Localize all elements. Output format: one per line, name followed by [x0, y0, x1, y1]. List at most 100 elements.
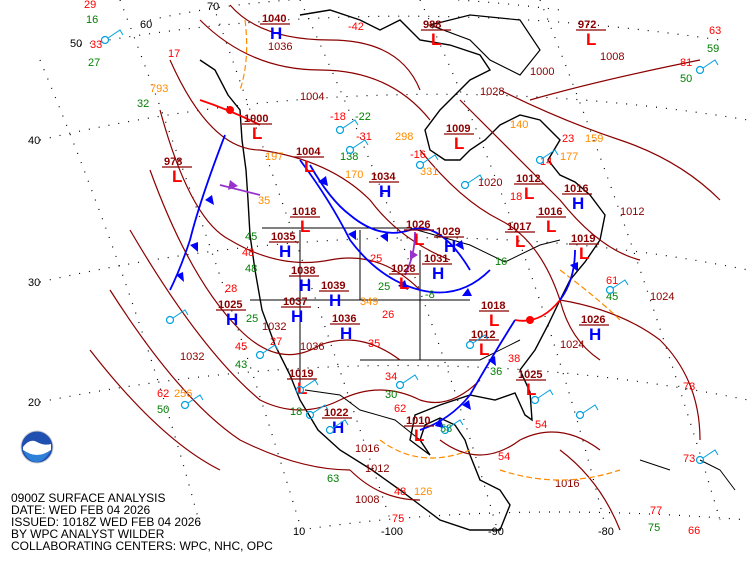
station-dewpoint: 18: [290, 406, 302, 418]
cold-front-symbol: [455, 240, 464, 250]
cold-front: [299, 159, 491, 294]
isobar: [129, 229, 481, 411]
station-temperature: 48: [394, 486, 406, 498]
high-pressure-center-value: 1037: [283, 296, 307, 308]
station-temperature: 73: [683, 453, 695, 465]
wind-barb: [172, 309, 189, 319]
isobar: [439, 431, 601, 456]
station-circle: [295, 385, 305, 395]
high-pressure-center-value: 1034: [371, 171, 396, 183]
station-temperature: 63: [709, 25, 721, 37]
station-pressure_code: 177: [560, 151, 578, 163]
low-pressure-center-symbol: L: [172, 167, 182, 186]
station-temperature: 62: [157, 388, 169, 400]
high-pressure-center-symbol: H: [432, 264, 444, 283]
coastline: [199, 9, 606, 531]
wind-barb: [612, 279, 629, 289]
station-dewpoint: 43: [235, 359, 247, 371]
station-temperature: -42: [348, 21, 364, 33]
high-pressure-center-value: 1031: [424, 253, 448, 265]
low-pressure-center-symbol: L: [454, 134, 464, 153]
longitude-label: -100: [381, 526, 403, 538]
low-pressure-center-value: 1012: [516, 173, 540, 185]
station-dewpoint: 63: [327, 473, 339, 485]
station-circle: [575, 410, 585, 420]
high-pressure-center-value: 1036: [332, 313, 356, 325]
political-border: [262, 227, 561, 263]
trough-line: [379, 439, 471, 459]
low-pressure-center-symbol: L: [414, 426, 424, 445]
high-pressure-center-symbol: H: [291, 307, 303, 326]
station-circle: [395, 380, 405, 390]
isobar: [89, 349, 221, 471]
station-circle: [305, 410, 315, 420]
station-circle: [440, 425, 450, 435]
station-circle: [255, 350, 265, 360]
low-pressure-center-value: 972: [578, 19, 596, 31]
lat-lon-grid-line: [539, 0, 721, 521]
cold-front-symbol: [205, 195, 214, 205]
caption-centers: COLLABORATING CENTERS: WPC, NHC, OPC: [11, 539, 273, 553]
wind-barb: [582, 404, 599, 414]
high-pressure-center-value: 1035: [271, 231, 295, 243]
occluded-front-symbol: [410, 250, 418, 260]
station-pressure_code: 35: [258, 195, 270, 207]
station-circle: [535, 155, 545, 165]
low-pressure-center-symbol: L: [304, 157, 314, 176]
caption-title: 0900Z SURFACE ANALYSIS: [11, 491, 166, 505]
low-pressure-center-value: 978: [164, 156, 182, 168]
station-circle: [415, 160, 425, 170]
warm-front: [514, 299, 561, 322]
cold-front-symbol: [488, 356, 496, 366]
station-dewpoint: 32: [137, 98, 149, 110]
isobar: [169, 59, 451, 261]
station-temperature: 77: [650, 505, 662, 517]
high-pressure-center-symbol: H: [444, 237, 456, 256]
station-temperature: 29: [84, 0, 96, 11]
station-circle: [165, 315, 175, 325]
high-pressure-center-symbol: H: [329, 291, 341, 310]
isobar: [419, 149, 601, 361]
isobar-label: 1036: [268, 41, 292, 53]
station-pressure_code: 298: [395, 131, 413, 143]
isobar-label: 1020: [478, 177, 502, 189]
station-circle: [325, 425, 335, 435]
station-circle: [460, 180, 470, 190]
station-temperature: 61: [606, 275, 618, 287]
station-pressure_code: 170: [345, 169, 363, 181]
isobar: [529, 59, 701, 101]
wind-barb: [402, 374, 419, 384]
high-pressure-center-symbol: H: [340, 324, 352, 343]
station-dewpoint: 48: [245, 263, 257, 275]
station-temperature: 45: [235, 341, 247, 353]
station-dewpoint: 75: [648, 522, 660, 534]
political-border: [250, 299, 521, 361]
station-temperature: 25: [370, 253, 382, 265]
station-dewpoint: 27: [88, 57, 100, 69]
isobar-label: 1028: [480, 86, 504, 98]
trough-line: [499, 469, 621, 481]
station-pressure_code: 349: [360, 296, 378, 308]
occluded-front-symbol: [228, 180, 238, 190]
lat-lon-grid-line: [212, 4, 393, 526]
high-pressure-center-value: 1029: [436, 226, 460, 238]
isobar-label: 1004: [300, 91, 324, 103]
low-pressure-center-symbol: L: [300, 217, 310, 236]
station-circle: [345, 145, 355, 155]
station-pressure_code: 331: [420, 166, 438, 178]
low-pressure-center-value: 1012: [471, 329, 495, 341]
wind-barb: [187, 394, 204, 404]
isobar: [499, 89, 721, 201]
latitude-label: 60: [140, 19, 152, 31]
caption-analyst: BY WPC ANALYST WILDER: [11, 527, 165, 541]
station-temperature: 17: [168, 48, 180, 60]
lat-lon-grid-line: [39, 237, 748, 283]
high-pressure-center-symbol: H: [299, 276, 311, 295]
station-dewpoint: 30: [385, 389, 397, 401]
high-pressure-center-value: 1040: [262, 13, 286, 25]
wind-barb: [542, 149, 559, 159]
station-temperature: 26: [382, 309, 394, 321]
low-pressure-center-value: 1019: [289, 368, 313, 380]
longitude-label: 70: [207, 1, 219, 13]
